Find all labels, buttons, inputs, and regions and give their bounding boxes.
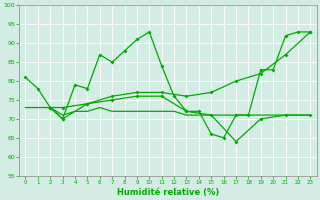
X-axis label: Humidité relative (%): Humidité relative (%) xyxy=(117,188,219,197)
